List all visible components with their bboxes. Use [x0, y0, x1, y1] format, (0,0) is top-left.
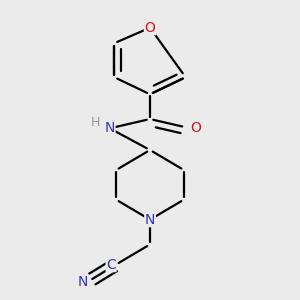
Text: O: O — [145, 21, 155, 35]
Text: N: N — [145, 213, 155, 227]
Text: H: H — [91, 116, 101, 129]
Text: N: N — [78, 274, 88, 289]
Text: C: C — [106, 258, 116, 272]
Text: N: N — [105, 121, 115, 135]
Text: O: O — [190, 121, 201, 135]
